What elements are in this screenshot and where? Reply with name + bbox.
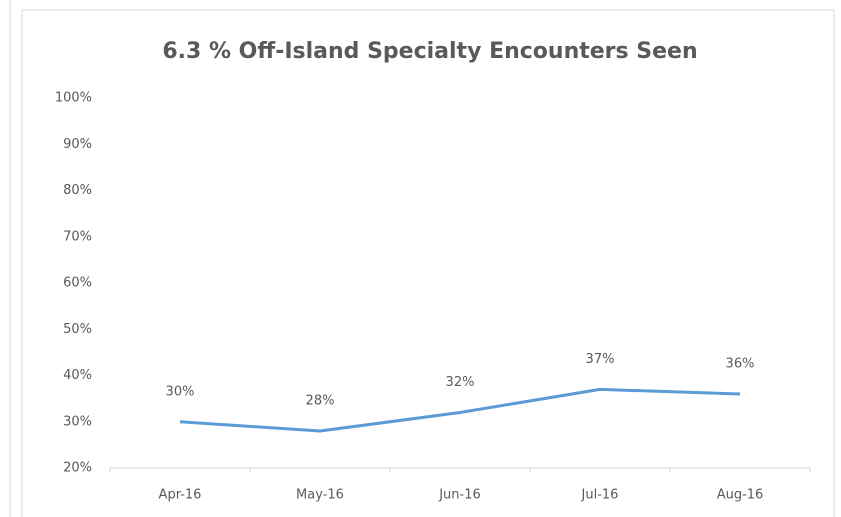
y-tick-label: 50% (63, 322, 92, 337)
data-label: 30% (166, 384, 195, 399)
y-tick-label: 20% (63, 461, 92, 476)
x-tick-label: Jun-16 (438, 488, 481, 503)
data-label: 37% (586, 352, 615, 367)
x-tick-label: Apr-16 (159, 488, 202, 503)
y-tick-label: 30% (63, 414, 92, 429)
data-label: 28% (306, 394, 335, 409)
y-tick-label: 80% (63, 183, 92, 198)
x-tick-label: Aug-16 (717, 488, 764, 503)
y-tick-label: 90% (63, 137, 92, 152)
chart-title: 6.3 % Off-Island Specialty Encounters Se… (162, 39, 697, 64)
y-tick-label: 100% (55, 91, 92, 106)
x-tick-label: Jul-16 (581, 488, 619, 503)
data-label: 36% (726, 357, 755, 372)
chart-frame (21, 9, 835, 517)
data-label: 32% (446, 375, 475, 390)
y-tick-label: 70% (63, 229, 92, 244)
y-tick-label: 60% (63, 276, 92, 291)
series-line (179, 387, 741, 433)
x-tick-label: May-16 (296, 488, 344, 503)
y-tick-label: 40% (63, 368, 92, 383)
